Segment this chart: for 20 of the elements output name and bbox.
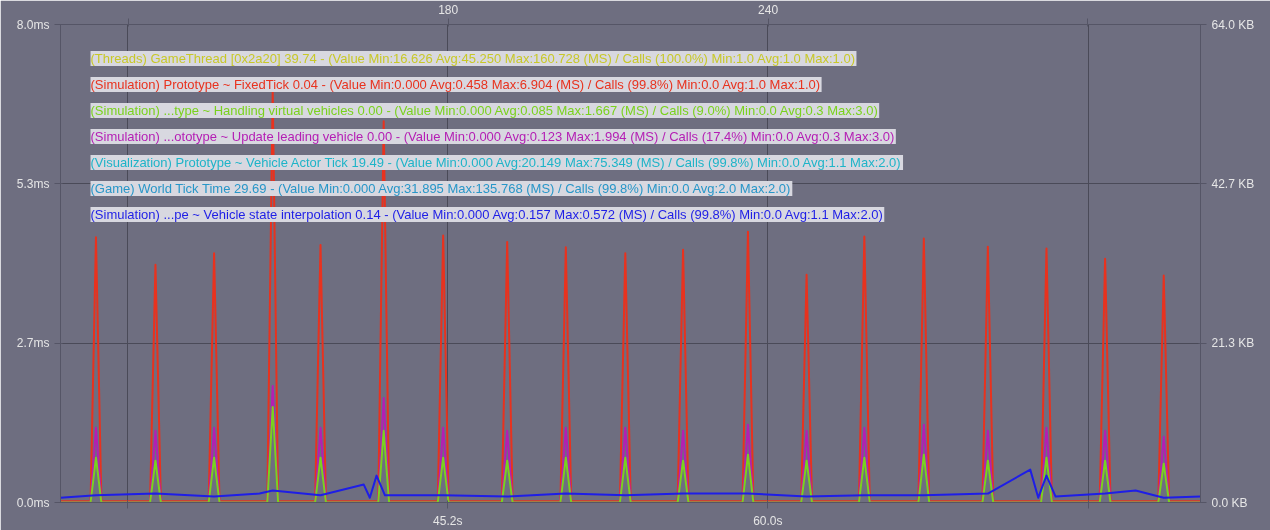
y-tick-label: 2.7ms — [16, 336, 50, 351]
legend-label: (Game) World Tick Time 29.69 - (Value Min:0.000 Avg:31.895 Max:135.768 (MS) / Calls (99.8%) Min:0.0 Avg:2.0 Max:2.0) — [90, 181, 791, 196]
y-tick-label: 0.0ms — [16, 495, 50, 510]
y-tick-label: 5.3ms — [16, 176, 50, 191]
y2-tick-label: 21.3 KB — [1211, 336, 1255, 351]
y2-tick-label: 0.0 KB — [1211, 495, 1248, 510]
line-series — [60, 468, 1201, 499]
y-tick-label: 8.0ms — [16, 17, 50, 32]
x-tick-label: 45.2s — [433, 513, 463, 528]
x2-tick-label: 180 — [438, 2, 459, 17]
y2-tick-label: 42.7 KB — [1211, 176, 1255, 191]
text: (Simulation) ...ototype ~ Update leading vehicle 0.00 - (Value Min:0.000 Avg:0.123 Max:1.994 (MS) / Calls (17.4%) Min:0.0 Avg:0.3 Max:3.0) — [90, 129, 895, 144]
y2-tick-label: 64.0 KB — [1211, 17, 1255, 32]
legend-label: (Threads) GameThread [0x2a20] 39.74 - (Value Min:16.626 Avg:45.250 Max:160.728 (MS) / Calls (100.0%) Min:1.0 Avg:1.0 Max:1.0) — [90, 51, 856, 66]
text: (Simulation) Prototype ~ FixedTick 0.04 - (Value Min:0.000 Avg:0.458 Max:6.904 (MS) / Calls (99.8%) Min:0.0 Avg:1.0 Max:1.0) — [90, 77, 821, 92]
x-tick-label: 60.0s — [753, 513, 783, 528]
text: (Simulation) ...pe ~ Vehicle state interpolation 0.14 - (Value Min:0.000 Avg:0.157 Max:0.572 (MS) / Calls (99.8%) Min:0.0 Avg:1.1 Max:2.0) — [90, 207, 883, 222]
legend-label: (Visualization) Prototype ~ Vehicle Actor Tick 19.49 - (Value Min:0.000 Avg:20.149 Max:75.349 (MS) / Calls (99.8%) Min:0.0 Avg:1.1 Max:2.0) — [90, 155, 901, 170]
text: (Simulation) ...type ~ Handling virtual vehicles 0.00 - (Value Min:0.000 Avg:0.085 Max:1.667 (MS) / Calls (9.0%) Min:0.0 Avg:0.3 Max:3.0) — [90, 103, 878, 118]
x2-tick-label: 240 — [758, 2, 779, 17]
